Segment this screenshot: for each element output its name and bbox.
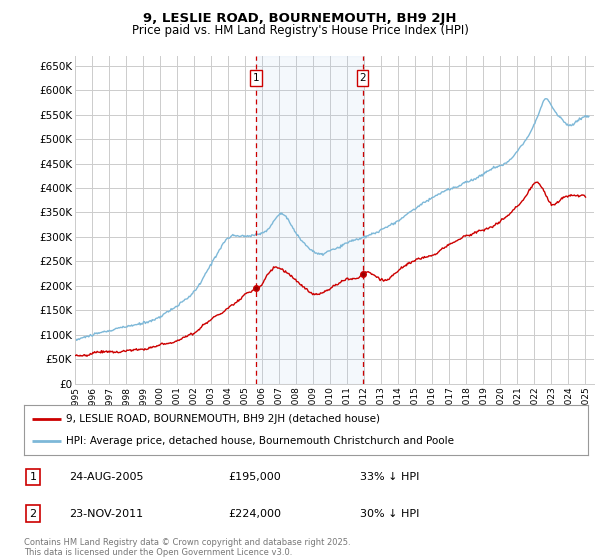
Text: 30% ↓ HPI: 30% ↓ HPI xyxy=(360,508,419,519)
Text: 33% ↓ HPI: 33% ↓ HPI xyxy=(360,472,419,482)
Text: 2: 2 xyxy=(29,508,37,519)
Text: £195,000: £195,000 xyxy=(228,472,281,482)
Text: Price paid vs. HM Land Registry's House Price Index (HPI): Price paid vs. HM Land Registry's House … xyxy=(131,24,469,37)
Text: 1: 1 xyxy=(253,73,260,83)
Text: 1: 1 xyxy=(29,472,37,482)
Text: 24-AUG-2005: 24-AUG-2005 xyxy=(69,472,143,482)
Text: £224,000: £224,000 xyxy=(228,508,281,519)
Text: HPI: Average price, detached house, Bournemouth Christchurch and Poole: HPI: Average price, detached house, Bour… xyxy=(66,436,454,446)
Text: 9, LESLIE ROAD, BOURNEMOUTH, BH9 2JH (detached house): 9, LESLIE ROAD, BOURNEMOUTH, BH9 2JH (de… xyxy=(66,414,380,424)
Text: 23-NOV-2011: 23-NOV-2011 xyxy=(69,508,143,519)
Text: 2: 2 xyxy=(359,73,366,83)
Bar xyxy=(256,56,362,384)
Text: 9, LESLIE ROAD, BOURNEMOUTH, BH9 2JH: 9, LESLIE ROAD, BOURNEMOUTH, BH9 2JH xyxy=(143,12,457,25)
Text: Contains HM Land Registry data © Crown copyright and database right 2025.
This d: Contains HM Land Registry data © Crown c… xyxy=(24,538,350,557)
